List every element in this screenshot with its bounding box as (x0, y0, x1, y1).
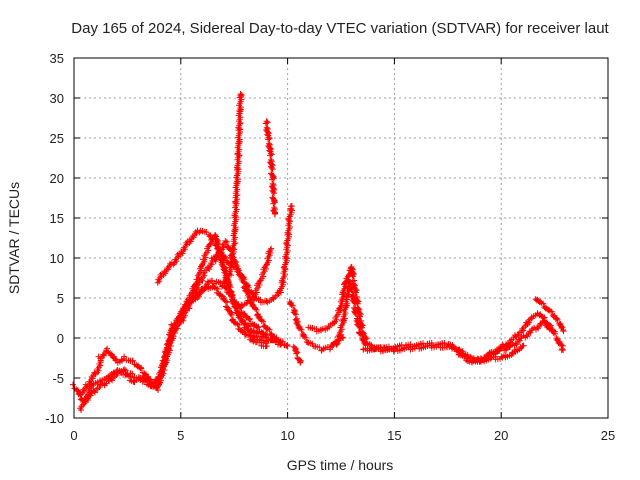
series-markers (262, 118, 279, 217)
series-arc-17 (455, 310, 557, 366)
series-arc-8 (208, 203, 295, 306)
y-tick-label: -5 (52, 371, 64, 386)
plot-frame (73, 57, 609, 419)
y-tick-label: 35 (50, 51, 64, 66)
x-axis-label: GPS time / hours (287, 457, 394, 473)
series-arc-6 (168, 237, 291, 349)
x-tick-label: 5 (177, 428, 184, 443)
grid (74, 58, 608, 418)
ticks: 0 5 10 15 20 25 -10 -5 0 5 10 15 20 25 30 35 (45, 51, 615, 443)
x-tick-label: 15 (387, 428, 401, 443)
data-layer (70, 91, 567, 413)
series-arc-13 (290, 343, 304, 366)
series-markers (455, 310, 557, 366)
series-markers (237, 245, 275, 310)
y-tick-label: 30 (50, 91, 64, 106)
y-tick-label: 10 (50, 251, 64, 266)
y-tick-label: 5 (57, 291, 64, 306)
series-markers (220, 91, 245, 287)
series-arc-10 (237, 245, 275, 310)
series-arc-11 (262, 118, 279, 217)
x-tick-label: 20 (494, 428, 508, 443)
y-tick-label: 20 (50, 171, 64, 186)
y-tick-label: -10 (45, 411, 64, 426)
series-markers (168, 237, 291, 349)
chart-title: Day 165 of 2024, Sidereal Day-to-day VTE… (71, 20, 609, 37)
series-markers (208, 203, 295, 306)
y-tick-label: 25 (50, 131, 64, 146)
y-tick-label: 0 (57, 331, 64, 346)
x-tick-label: 10 (280, 428, 294, 443)
x-tick-label: 25 (601, 428, 615, 443)
series-arc-9 (220, 91, 245, 287)
y-tick-label: 15 (50, 211, 64, 226)
y-axis-label: SDTVAR / TECUs (6, 182, 22, 294)
series-arc-18 (532, 296, 567, 335)
series-markers (290, 343, 304, 366)
series-markers (305, 264, 398, 355)
x-tick-label: 0 (70, 428, 77, 443)
series-markers (532, 296, 567, 335)
series-arc-14 (305, 264, 398, 355)
